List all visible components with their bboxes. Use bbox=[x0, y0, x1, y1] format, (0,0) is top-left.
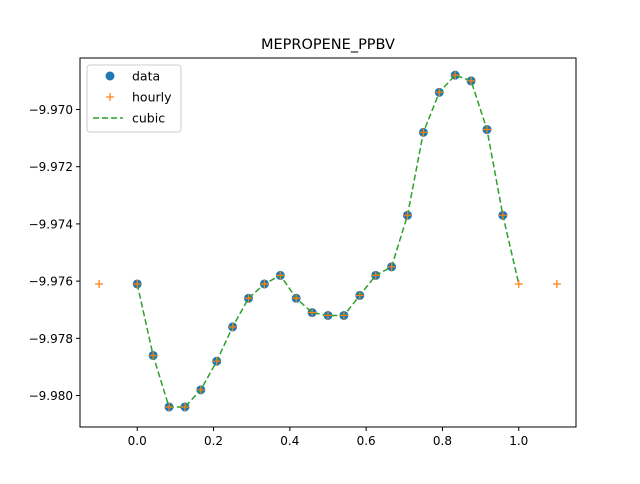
hourly-point bbox=[260, 279, 269, 288]
hourly-point bbox=[355, 291, 364, 300]
hourly-point bbox=[165, 402, 174, 411]
hourly-point bbox=[133, 279, 142, 288]
hourly-point bbox=[498, 211, 507, 220]
x-tick-label: 0.4 bbox=[280, 434, 299, 448]
hourly-point bbox=[419, 128, 428, 137]
y-axis: −9.980 −9.978 −9.976 −9.974 −9.972 −9.970 bbox=[29, 103, 80, 403]
hourly-point bbox=[435, 88, 444, 97]
hourly-point bbox=[292, 294, 301, 303]
legend-hourly-marker bbox=[106, 93, 114, 101]
x-tick-label: 1.0 bbox=[509, 434, 528, 448]
x-tick-label: 0.0 bbox=[128, 434, 147, 448]
hourly-point bbox=[482, 125, 491, 134]
hourly-point bbox=[244, 294, 253, 303]
hourly-point bbox=[339, 311, 348, 320]
hourly-point bbox=[212, 357, 221, 366]
y-tick-label: −9.972 bbox=[29, 160, 73, 174]
hourly-point bbox=[403, 211, 412, 220]
x-tick-label: 0.8 bbox=[433, 434, 452, 448]
y-tick-label: −9.970 bbox=[29, 103, 73, 117]
legend-cubic-label: cubic bbox=[132, 111, 165, 126]
hourly-point bbox=[514, 279, 523, 288]
hourly-point bbox=[371, 271, 380, 280]
y-tick-label: −9.976 bbox=[29, 275, 73, 289]
axes-frame bbox=[79, 57, 577, 428]
hourly-point bbox=[324, 311, 332, 320]
chart-title: MEPROPENE_PPBV bbox=[261, 37, 395, 53]
hourly-point bbox=[451, 71, 460, 80]
legend: data hourly cubic bbox=[86, 64, 182, 133]
legend-hourly-label: hourly bbox=[132, 90, 172, 105]
legend-data-label: data bbox=[132, 69, 160, 84]
hourly-point bbox=[467, 76, 476, 85]
hourly-point bbox=[149, 351, 158, 360]
legend-box bbox=[86, 64, 182, 133]
x-tick-label: 0.2 bbox=[204, 434, 223, 448]
y-tick-label: −9.974 bbox=[29, 217, 73, 231]
hourly-point bbox=[276, 271, 285, 280]
hourly-point bbox=[387, 262, 396, 271]
plot-area bbox=[95, 70, 561, 412]
legend-data-marker bbox=[105, 71, 115, 81]
hourly-point bbox=[228, 322, 237, 331]
y-tick-label: −9.980 bbox=[29, 389, 73, 403]
hourly-point bbox=[196, 385, 205, 394]
hourly-point bbox=[552, 279, 561, 288]
x-tick-label: 0.6 bbox=[357, 434, 376, 448]
hourly-point bbox=[180, 402, 189, 411]
y-tick-label: −9.978 bbox=[29, 332, 73, 346]
x-axis: 0.0 0.2 0.4 0.6 0.8 1.0 bbox=[128, 427, 528, 448]
hourly-point bbox=[308, 308, 317, 317]
hourly-point bbox=[95, 279, 104, 288]
